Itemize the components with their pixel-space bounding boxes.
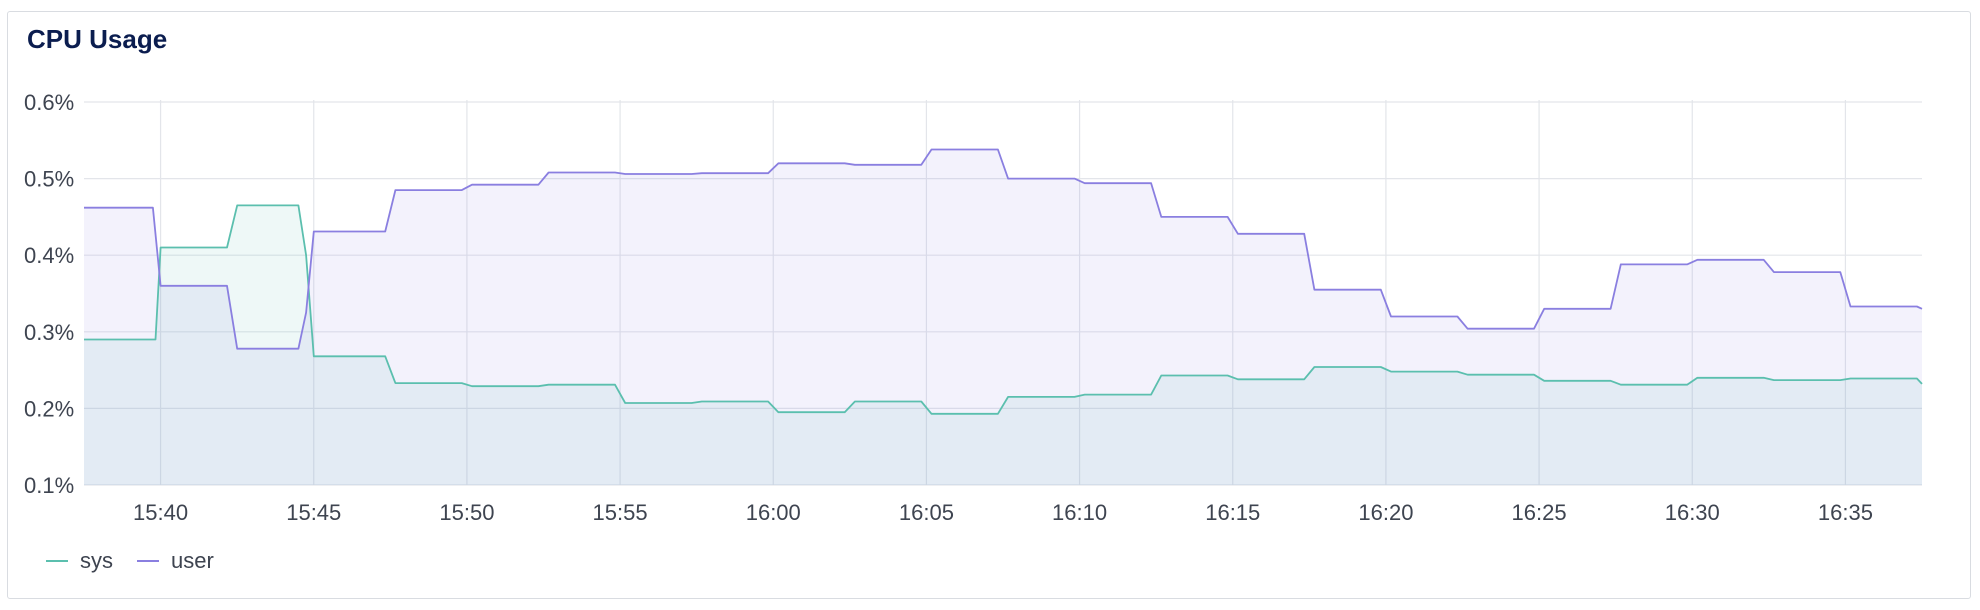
- series-lines: [84, 148, 1923, 415]
- series-area-user: [84, 149, 1922, 485]
- x-tick-label: 16:35: [1818, 500, 1873, 525]
- axis-labels: 0.1% 0.2% 0.3% 0.4% 0.5% 0.6% 15:40 15:45 15:50 1…: [24, 90, 1873, 525]
- sys-swatch-icon: [46, 560, 68, 562]
- user-swatch-icon: [137, 560, 159, 562]
- panel-title: CPU Usage: [27, 24, 168, 54]
- y-tick-label: 0.1%: [24, 473, 74, 498]
- legend-label-sys: sys: [80, 548, 113, 573]
- legend-label-user: user: [171, 548, 214, 573]
- x-tick-label: 15:50: [439, 500, 494, 525]
- y-tick-label: 0.2%: [24, 396, 74, 421]
- x-tick-label: 15:40: [133, 500, 188, 525]
- x-tick-label: 16:10: [1052, 500, 1107, 525]
- series-line-sys: [84, 204, 1923, 415]
- x-tick-label: 16:05: [899, 500, 954, 525]
- y-tick-label: 0.5%: [24, 167, 74, 192]
- x-tick-label: 15:45: [286, 500, 341, 525]
- legend: sys user: [46, 548, 238, 574]
- x-tick-label: 16:00: [746, 500, 801, 525]
- series-area-sys: [84, 205, 1922, 485]
- legend-item-sys[interactable]: sys: [46, 548, 113, 574]
- y-tick-label: 0.3%: [24, 320, 74, 345]
- y-tick-label: 0.4%: [24, 243, 74, 268]
- x-tick-label: 16:30: [1665, 500, 1720, 525]
- x-tick-label: 15:55: [593, 500, 648, 525]
- x-tick-label: 16:15: [1205, 500, 1260, 525]
- y-tick-label: 0.6%: [24, 90, 74, 115]
- series-line-user: [84, 148, 1923, 350]
- series-areas: [84, 149, 1922, 485]
- x-tick-label: 16:20: [1358, 500, 1413, 525]
- grid-layer: [84, 100, 1922, 486]
- x-tick-label: 16:25: [1512, 500, 1567, 525]
- legend-item-user[interactable]: user: [137, 548, 214, 574]
- chart-panel: [7, 11, 1971, 599]
